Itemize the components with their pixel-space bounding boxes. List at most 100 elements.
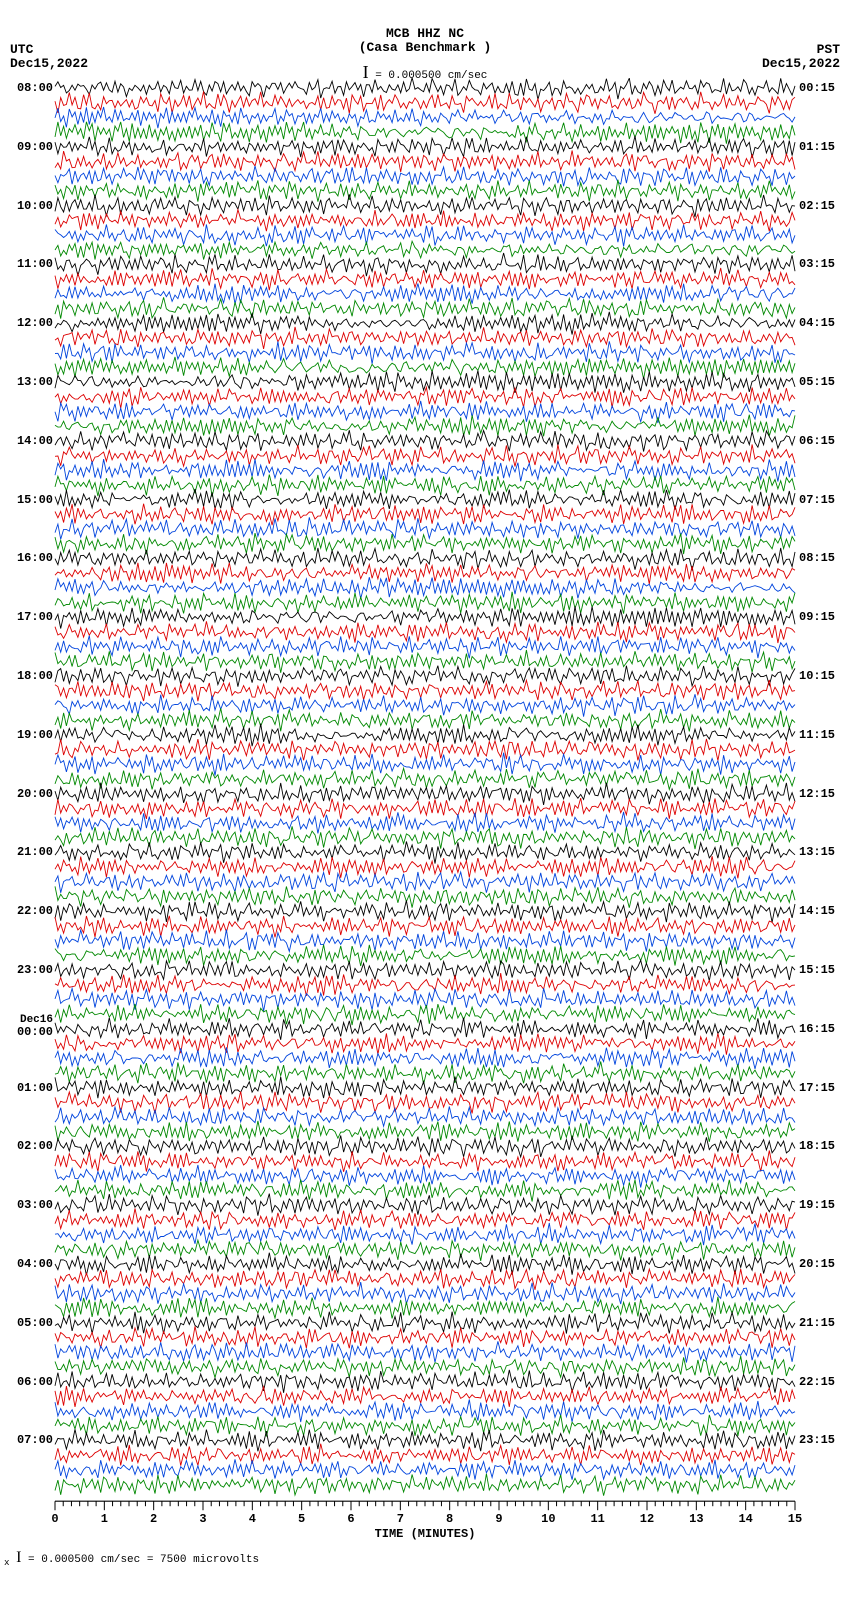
trace-line bbox=[55, 241, 795, 259]
left-time-label: 18:00 bbox=[17, 669, 53, 683]
trace-line bbox=[55, 621, 795, 643]
x-axis-title: TIME (MINUTES) bbox=[0, 1527, 850, 1541]
x-tick-label: 10 bbox=[541, 1512, 555, 1526]
right-time-label: 22:15 bbox=[799, 1375, 835, 1389]
right-time-label: 09:15 bbox=[799, 610, 835, 624]
left-time-label: 07:00 bbox=[17, 1433, 53, 1447]
trace-line bbox=[55, 357, 795, 379]
station-id: MCB HHZ NC bbox=[0, 26, 850, 41]
trace-line bbox=[55, 1326, 795, 1348]
trace-line bbox=[55, 1459, 795, 1479]
right-time-label: 13:15 bbox=[799, 845, 835, 859]
left-time-label: 19:00 bbox=[17, 728, 53, 742]
x-tick-label: 2 bbox=[150, 1512, 157, 1526]
trace-line bbox=[55, 1253, 795, 1276]
left-time-label: 20:00 bbox=[17, 787, 53, 801]
trace-line bbox=[55, 783, 795, 805]
left-time-label: 23:00 bbox=[17, 963, 53, 977]
trace-line bbox=[55, 563, 795, 584]
left-time-label: 17:00 bbox=[17, 610, 53, 624]
x-tick-label: 6 bbox=[347, 1512, 354, 1526]
trace-line bbox=[55, 798, 795, 819]
trace-line bbox=[55, 533, 795, 554]
left-timezone: UTC bbox=[10, 42, 33, 57]
trace-line bbox=[55, 122, 795, 144]
trace-line bbox=[55, 753, 795, 776]
right-time-label: 16:15 bbox=[799, 1022, 835, 1036]
x-tick-label: 13 bbox=[689, 1512, 703, 1526]
trace-line bbox=[55, 327, 795, 349]
right-time-label: 06:15 bbox=[799, 434, 835, 448]
right-time-label: 14:15 bbox=[799, 904, 835, 918]
trace-line bbox=[55, 1370, 795, 1393]
trace-line bbox=[55, 225, 795, 247]
left-time-label: 15:00 bbox=[17, 493, 53, 507]
trace-line bbox=[55, 1415, 795, 1437]
trace-line bbox=[55, 1194, 795, 1216]
trace-line bbox=[55, 444, 795, 466]
trace-line bbox=[55, 78, 795, 100]
trace-line bbox=[55, 1165, 795, 1188]
right-time-label: 10:15 bbox=[799, 669, 835, 683]
left-date: Dec15,2022 bbox=[10, 56, 88, 71]
trace-line bbox=[55, 1312, 795, 1334]
left-time-label: 10:00 bbox=[17, 199, 53, 213]
trace-line bbox=[55, 459, 795, 481]
trace-line bbox=[55, 1151, 795, 1172]
x-tick-label: 9 bbox=[495, 1512, 502, 1526]
right-date: Dec15,2022 bbox=[762, 56, 840, 71]
trace-line bbox=[55, 1297, 795, 1319]
trace-line bbox=[55, 1282, 795, 1304]
trace-line bbox=[55, 107, 795, 128]
trace-line bbox=[55, 253, 795, 276]
trace-line bbox=[55, 1269, 795, 1290]
trace-line bbox=[55, 387, 795, 408]
trace-line bbox=[55, 136, 795, 158]
trace-line bbox=[55, 1033, 795, 1054]
trace-line bbox=[55, 826, 795, 849]
x-tick-label: 4 bbox=[249, 1512, 256, 1526]
left-time-label: 05:00 bbox=[17, 1316, 53, 1330]
trace-line bbox=[55, 284, 795, 305]
trace-line bbox=[55, 1386, 795, 1407]
trace-line bbox=[55, 180, 795, 202]
right-time-label: 00:15 bbox=[799, 81, 835, 95]
trace-line bbox=[55, 1444, 795, 1466]
trace-line bbox=[55, 1047, 795, 1069]
trace-line bbox=[55, 1136, 795, 1158]
helicorder-plot: 08:0009:0010:0011:0012:0013:0014:0015:00… bbox=[0, 78, 850, 1559]
right-time-label: 17:15 bbox=[799, 1081, 835, 1095]
right-time-label: 19:15 bbox=[799, 1198, 835, 1212]
right-time-label: 23:15 bbox=[799, 1433, 835, 1447]
trace-line bbox=[55, 166, 795, 186]
trace-line bbox=[55, 812, 795, 834]
trace-line bbox=[55, 724, 795, 747]
left-time-label: 00:00 bbox=[17, 1025, 53, 1039]
trace-line bbox=[55, 489, 795, 510]
right-time-label: 07:15 bbox=[799, 493, 835, 507]
footer-scale: x I = 0.000500 cm/sec = 7500 microvolts bbox=[4, 1549, 259, 1568]
left-time-label: 01:00 bbox=[17, 1081, 53, 1095]
trace-line bbox=[55, 1121, 795, 1142]
trace-line bbox=[55, 1107, 795, 1127]
right-time-label: 05:15 bbox=[799, 375, 835, 389]
x-tick-label: 0 bbox=[51, 1512, 58, 1526]
x-tick-label: 5 bbox=[298, 1512, 305, 1526]
trace-line bbox=[55, 680, 795, 701]
left-time-label: 08:00 bbox=[17, 81, 53, 95]
header: MCB HHZ NC (Casa Benchmark ) I = 0.00050… bbox=[0, 0, 850, 78]
right-timezone: PST bbox=[817, 42, 840, 57]
left-time-label: 09:00 bbox=[17, 140, 53, 154]
left-time-label: 22:00 bbox=[17, 904, 53, 918]
trace-line bbox=[55, 856, 795, 878]
right-time-label: 04:15 bbox=[799, 316, 835, 330]
right-time-label: 08:15 bbox=[799, 551, 835, 565]
right-time-label: 21:15 bbox=[799, 1316, 835, 1330]
trace-line bbox=[55, 886, 795, 907]
trace-line bbox=[55, 1004, 795, 1025]
x-tick-label: 11 bbox=[590, 1512, 604, 1526]
trace-line bbox=[55, 960, 795, 980]
trace-line bbox=[55, 768, 795, 789]
right-time-label: 01:15 bbox=[799, 140, 835, 154]
trace-line bbox=[55, 430, 795, 451]
